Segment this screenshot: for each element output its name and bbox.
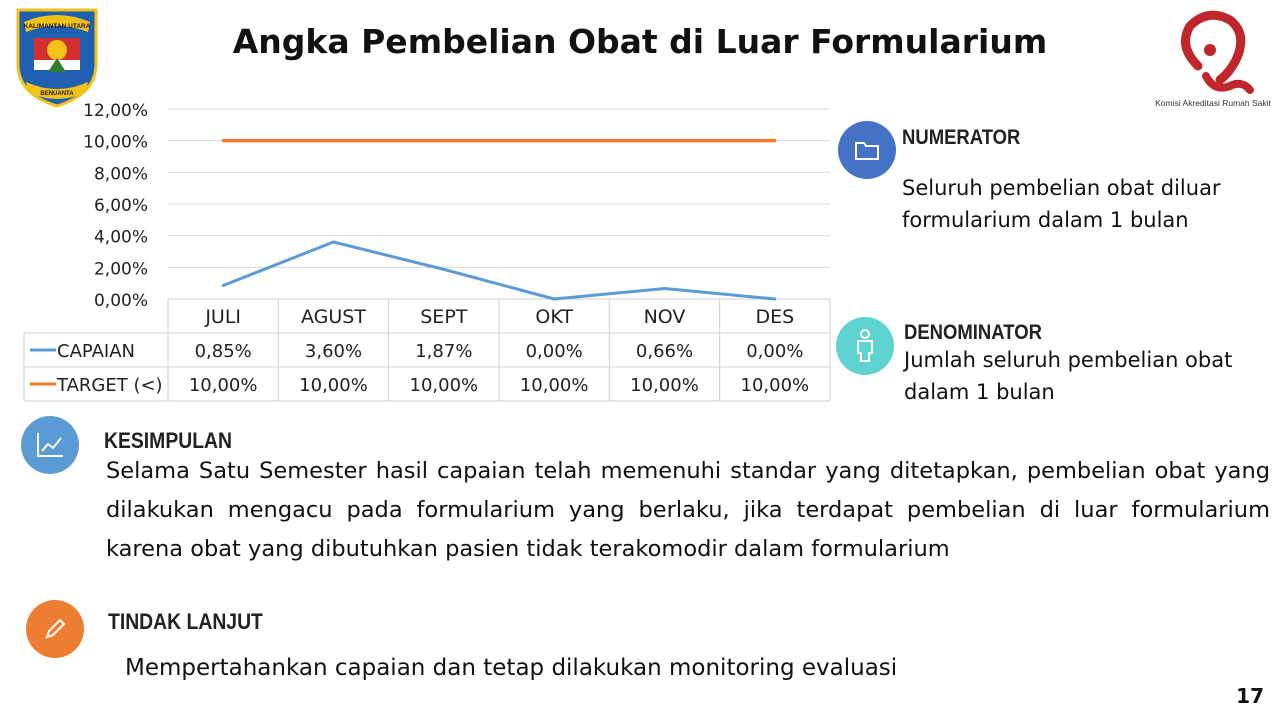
data-point: [552, 297, 556, 301]
kesimpulan-heading: KESIMPULAN: [104, 428, 232, 453]
emblem-banner-text: KALIMANTAN UTARA: [24, 23, 91, 30]
chart-series: [221, 138, 777, 301]
denominator-heading: DENOMINATOR: [904, 321, 1042, 344]
data-value-label: 10,00%: [630, 375, 699, 396]
series-line-capaian: [222, 240, 775, 301]
data-point: [773, 297, 777, 301]
data-point: [332, 240, 335, 244]
line-chart: 12,00% 10,00% 8,00% 6,00% 4,00% 2,00% 0,00% JU…: [23, 101, 831, 402]
folder-icon: [838, 121, 896, 179]
emblem-motto-text: BENUANTA: [40, 91, 74, 97]
data-value-label: 10,00%: [189, 375, 258, 396]
x-category-label: OKT: [535, 306, 573, 328]
data-point: [221, 139, 225, 143]
data-value-label: 0,00%: [746, 341, 803, 362]
pencil-icon: [26, 600, 84, 658]
page-title: Angka Pembelian Obat di Luar Formularium: [232, 22, 1048, 61]
y-tick-label: 6,00%: [94, 196, 148, 216]
kesimpulan-text: Selama Satu Semester hasil capaian telah…: [106, 458, 1270, 562]
kars-caption: Komisi Akreditasi Rumah Sakit: [1155, 98, 1271, 108]
tindak-lanjut-heading: TINDAK LANJUT: [108, 609, 263, 634]
kars-logo-icon: [1181, 10, 1254, 94]
legend-series-name: CAPAIAN: [57, 341, 135, 362]
chart-data-table: JULI AGUST SEPT OKT NOV DES CAPAIAN 0,85% 3,60% 1…: [23, 298, 831, 402]
y-tick-label: 2,00%: [94, 259, 148, 279]
legend-series-name: TARGET (<): [56, 375, 163, 396]
y-tick-label: 10,00%: [83, 133, 148, 153]
data-value-label: 10,00%: [520, 375, 589, 396]
kalimantan-utara-emblem-icon: KALIMANTAN UTARA BENUANTA: [16, 8, 98, 108]
tindak-lanjut-text: Mempertahankan capaian dan tetap dilakuk…: [125, 655, 898, 681]
data-point: [442, 139, 446, 143]
denominator-line-2: dalam 1 bulan: [904, 380, 1055, 404]
data-value-label: 0,66%: [636, 341, 693, 362]
page-number: 17: [1236, 684, 1264, 708]
chart-gridlines: [168, 108, 830, 300]
y-tick-label: 12,00%: [83, 101, 148, 121]
x-category-label: AGUST: [301, 306, 366, 328]
x-category-label: DES: [755, 306, 794, 328]
y-tick-label: 0,00%: [94, 291, 148, 311]
denominator-text: Jumlah seluruh pembelian obat dalam 1 bu…: [904, 344, 1274, 408]
data-value-label: 1,87%: [415, 341, 472, 362]
data-point: [663, 139, 666, 143]
data-value-label: 10,00%: [299, 375, 368, 396]
x-category-label: SEPT: [420, 306, 468, 328]
data-point: [773, 139, 777, 143]
numerator-text: Seluruh pembelian obat diluar formulariu…: [902, 172, 1272, 236]
data-point: [442, 267, 446, 271]
data-value-label: 0,00%: [526, 341, 583, 362]
y-tick-label: 4,00%: [94, 228, 148, 248]
data-point: [332, 139, 335, 143]
numerator-line-2: formularium dalam 1 bulan: [902, 208, 1189, 232]
denominator-line-1: Jumlah seluruh pembelian obat: [904, 348, 1233, 372]
data-value-label: 10,00%: [410, 375, 479, 396]
y-axis-ticks: 12,00% 10,00% 8,00% 6,00% 4,00% 2,00% 0,00%: [83, 101, 148, 311]
line-chart-icon: [21, 416, 79, 474]
x-category-label: NOV: [644, 306, 686, 328]
data-point: [221, 284, 225, 288]
data-point: [663, 287, 666, 291]
x-category-label: JULI: [204, 306, 241, 328]
data-point: [552, 139, 556, 143]
numerator-heading: NUMERATOR: [902, 126, 1021, 149]
person-icon: [836, 317, 894, 375]
numerator-line-1: Seluruh pembelian obat diluar: [902, 176, 1221, 200]
data-value-label: 3,60%: [305, 341, 362, 362]
data-value-label: 10,00%: [741, 375, 810, 396]
y-tick-label: 8,00%: [94, 164, 148, 184]
data-value-label: 0,85%: [195, 341, 252, 362]
